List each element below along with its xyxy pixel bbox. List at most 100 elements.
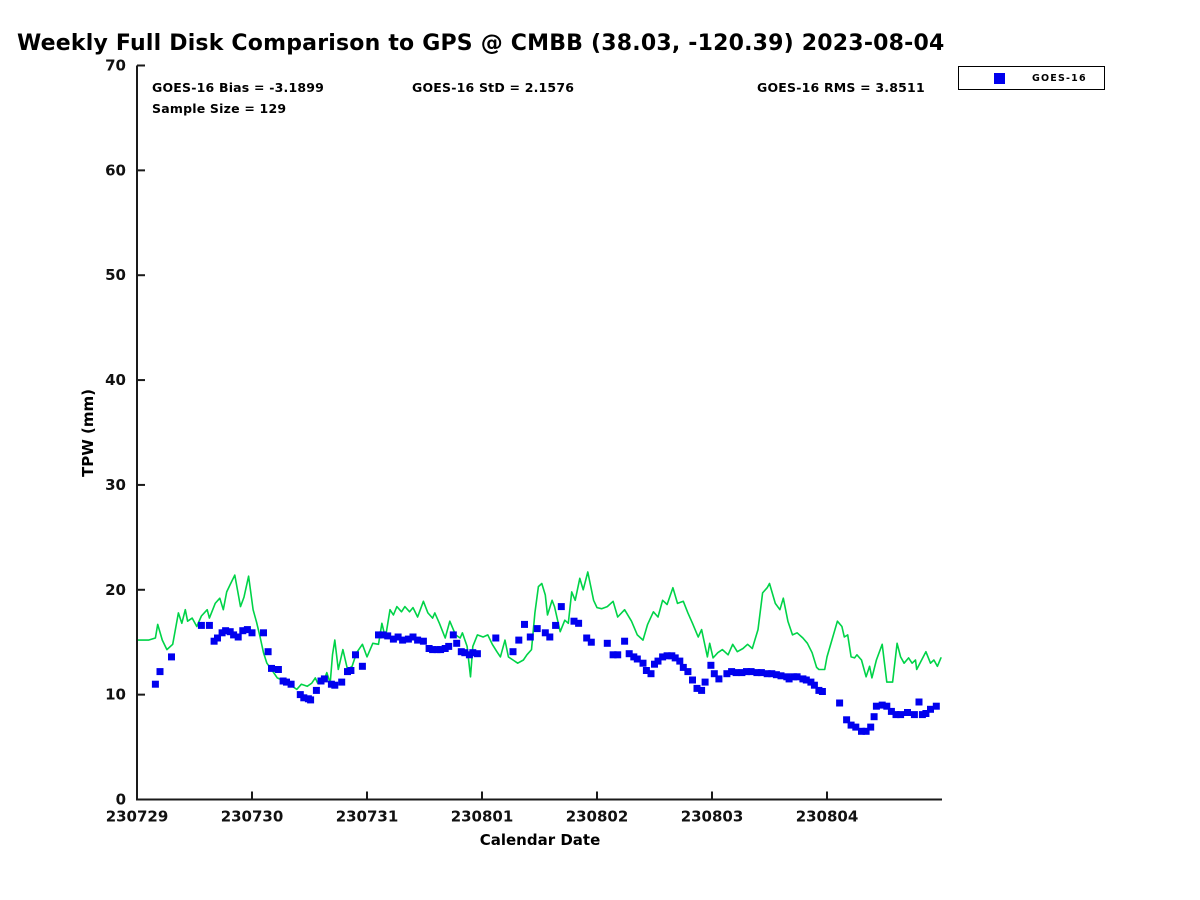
goes16-data-point — [689, 676, 696, 684]
goes16-data-point — [679, 663, 687, 671]
goes16-data-point — [728, 668, 736, 676]
goes16-data-point — [743, 668, 750, 676]
x-tick-label: 230803 — [681, 808, 744, 826]
goes16-data-point — [715, 675, 723, 683]
goes16-data-point — [509, 648, 517, 656]
goes16-data-point — [515, 636, 523, 644]
goes16-data-point — [693, 684, 701, 692]
goes16-data-point — [701, 678, 709, 686]
y-tick-label: 30 — [105, 476, 126, 494]
goes16-data-point — [168, 653, 175, 661]
goes16-data-point — [260, 629, 267, 637]
goes16-data-point — [404, 635, 412, 643]
goes16-data-point — [268, 664, 275, 672]
goes16-data-point — [684, 668, 692, 676]
goes16-data-point — [927, 705, 934, 713]
goes16-data-point — [414, 636, 422, 644]
goes16-data-point — [312, 686, 320, 694]
goes16-data-point — [753, 669, 761, 677]
goes16-data-point — [469, 649, 477, 657]
stat-sample-size: Sample Size = 129 — [152, 101, 287, 116]
goes16-data-point — [609, 651, 617, 659]
goes16-data-point — [546, 633, 554, 641]
goes16-data-point — [870, 713, 878, 721]
goes16-data-point — [234, 633, 242, 641]
goes16-data-point — [732, 669, 740, 677]
y-tick-label: 0 — [116, 791, 126, 809]
goes16-data-point — [230, 631, 238, 639]
goes16-data-point — [419, 637, 427, 645]
goes16-data-point — [557, 603, 565, 611]
goes16-data-point — [274, 666, 282, 673]
goes16-data-point — [409, 633, 417, 641]
goes16-data-point — [887, 707, 895, 715]
goes16-data-point — [932, 702, 940, 710]
goes16-data-point — [747, 668, 755, 676]
goes16-data-point — [738, 669, 746, 677]
goes16-data-point — [614, 651, 622, 659]
goes16-data-point — [492, 634, 500, 642]
goes16-data-point — [892, 711, 900, 719]
goes16-data-point — [802, 676, 810, 684]
goes16-data-point — [283, 678, 290, 686]
goes16-data-point — [897, 711, 905, 719]
goes16-data-point — [777, 672, 785, 680]
stat-rms: GOES-16 RMS = 3.8511 — [757, 80, 925, 95]
goes16-data-point — [698, 686, 706, 694]
goes16-data-point — [437, 646, 445, 654]
legend-label: GOES-16 — [1032, 72, 1087, 84]
x-tick-label: 230802 — [566, 808, 629, 826]
goes16-data-point — [552, 621, 560, 629]
goes16-data-point — [587, 638, 595, 646]
goes16-data-point — [858, 727, 865, 735]
goes16-data-point — [603, 639, 611, 647]
goes16-data-point — [151, 680, 159, 688]
goes16-data-point — [521, 620, 528, 628]
goes16-data-point — [915, 698, 923, 706]
goes16-data-point — [922, 710, 930, 717]
goes16-data-point — [847, 721, 855, 729]
goes16-data-point — [197, 621, 205, 629]
goes16-data-point — [843, 716, 851, 724]
stat-std: GOES-16 StD = 2.1576 — [412, 80, 575, 95]
goes16-data-point — [389, 635, 397, 643]
goes16-data-point — [707, 661, 715, 669]
goes16-data-point — [243, 626, 251, 634]
goes16-data-point — [287, 680, 295, 688]
goes16-data-point — [625, 650, 633, 658]
goes16-data-point — [862, 727, 870, 735]
goes16-data-point — [633, 655, 641, 663]
goes16-data-point — [473, 650, 481, 658]
x-tick-label: 230729 — [106, 808, 169, 826]
goes16-data-point — [222, 627, 230, 635]
goes16-data-point — [384, 632, 392, 640]
goes16-data-point — [710, 670, 718, 678]
goes16-data-point — [676, 657, 684, 665]
goes16-data-point — [757, 669, 765, 677]
goes16-data-point — [307, 696, 315, 704]
goes16-data-point — [300, 694, 308, 702]
goes16-data-point — [394, 633, 402, 641]
goes16-data-point — [541, 629, 549, 637]
y-tick-label: 40 — [105, 371, 126, 389]
goes16-data-point — [772, 671, 780, 679]
goes16-data-point — [723, 670, 731, 678]
goes16-data-point — [910, 711, 918, 719]
goes16-data-point — [205, 621, 213, 629]
x-tick-label: 230730 — [221, 808, 284, 826]
goes16-data-point — [818, 688, 826, 695]
goes16-data-point — [836, 699, 844, 707]
y-tick-label: 60 — [105, 161, 126, 179]
goes16-data-point — [852, 723, 860, 731]
goes16-data-point — [621, 637, 629, 645]
goes16-data-point — [904, 709, 911, 716]
goes16-data-point — [449, 631, 457, 639]
goes16-data-point — [214, 634, 221, 642]
goes16-data-point — [445, 642, 453, 650]
goes16-data-point — [793, 673, 801, 681]
goes16-data-point — [570, 617, 578, 625]
goes16-data-point — [352, 651, 359, 659]
x-tick-label: 230731 — [336, 808, 399, 826]
goes16-data-point — [663, 652, 671, 660]
goes16-data-point — [659, 653, 667, 661]
